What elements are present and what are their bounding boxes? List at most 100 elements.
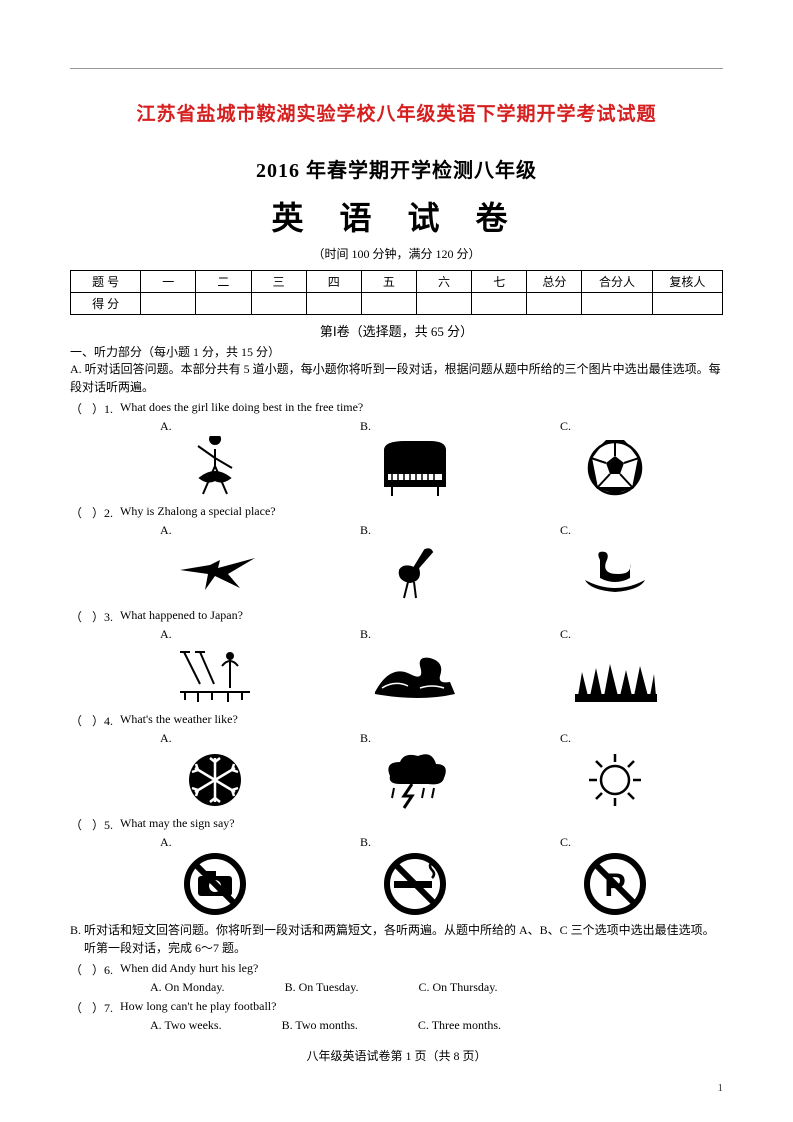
- th-1: 一: [141, 271, 196, 293]
- td-blank: [652, 293, 722, 315]
- th-total: 总分: [527, 271, 582, 293]
- wave-icon: [370, 644, 460, 708]
- top-rule: [70, 68, 723, 69]
- listening-heading: 一、听力部分（每小题 1 分，共 15 分）: [70, 344, 723, 361]
- td-blank: [582, 293, 652, 315]
- td-blank: [141, 293, 196, 315]
- q1-b-label: B.: [360, 419, 371, 434]
- crane-icon: [370, 540, 460, 604]
- q1-opts: A. B. C.: [70, 419, 723, 500]
- th-7: 七: [472, 271, 527, 293]
- q2-a-label: A.: [160, 523, 172, 538]
- q2-num: ）2.: [92, 504, 120, 521]
- crowd-icon: [570, 644, 660, 708]
- section1-header: 第Ⅰ卷（选择题，共 65 分）: [70, 321, 723, 340]
- rain-scene-icon: [170, 644, 260, 708]
- th-3: 三: [251, 271, 306, 293]
- main-title: 英 语 试 卷: [70, 193, 723, 239]
- sun-icon: [570, 748, 660, 812]
- q6-c: C. On Thursday.: [418, 980, 497, 995]
- q5-text: What may the sign say?: [120, 816, 235, 831]
- partB-intro: B. 听对话和短文回答问题。你将听到一段对话和两篇短文，各听两遍。从题中所给的 …: [70, 922, 723, 939]
- table-row: 得 分: [71, 293, 723, 315]
- q5-a-label: A.: [160, 835, 172, 850]
- q5-row: （ ）5. What may the sign say?: [70, 816, 723, 833]
- q3-num: ）3.: [92, 608, 120, 625]
- q1-c-label: C.: [560, 419, 571, 434]
- q3-c-label: C.: [560, 627, 571, 642]
- paren: （: [70, 999, 92, 1016]
- partB-sub: 听第一段对话，完成 6～7 题。: [70, 940, 723, 957]
- swan-nest-icon: [570, 540, 660, 604]
- q4-num: ）4.: [92, 712, 120, 729]
- td-blank: [251, 293, 306, 315]
- q6-text: When did Andy hurt his leg?: [120, 961, 258, 976]
- paren: （: [70, 400, 92, 417]
- th-4: 四: [306, 271, 361, 293]
- paren: （: [70, 816, 92, 833]
- q2-opts: A. B. C.: [70, 523, 723, 604]
- q3-row: （ ）3. What happened to Japan?: [70, 608, 723, 625]
- ballerina-icon: [170, 436, 260, 500]
- q5-num: ）5.: [92, 816, 120, 833]
- td-blank: [196, 293, 251, 315]
- paren: （: [70, 504, 92, 521]
- q3-b-label: B.: [360, 627, 371, 642]
- th-5: 五: [361, 271, 416, 293]
- q5-b-label: B.: [360, 835, 371, 850]
- q6-row: （ ）6. When did Andy hurt his leg?: [70, 961, 723, 978]
- score-table: 题 号 一 二 三 四 五 六 七 总分 合分人 复核人 得 分: [70, 270, 723, 315]
- bird-fly-icon: [170, 540, 260, 604]
- q1-a-label: A.: [160, 419, 172, 434]
- q7-b: B. Two months.: [282, 1018, 358, 1033]
- q4-b-label: B.: [360, 731, 371, 746]
- td-label: 得 分: [71, 293, 141, 315]
- q4-a-label: A.: [160, 731, 172, 746]
- q3-a-label: A.: [160, 627, 172, 642]
- q5-c-label: C.: [560, 835, 571, 850]
- partA-intro: A. 听对话回答问题。本部分共有 5 道小题，每小题你将听到一段对话，根据问题从…: [70, 361, 723, 396]
- q3-text: What happened to Japan?: [120, 608, 243, 623]
- no-smoking-icon: [370, 852, 460, 916]
- q4-text: What's the weather like?: [120, 712, 238, 727]
- td-blank: [527, 293, 582, 315]
- q4-c-label: C.: [560, 731, 571, 746]
- q4-opts: A. B. C.: [70, 731, 723, 812]
- q2-c-label: C.: [560, 523, 571, 538]
- footer: 八年级英语试卷第 1 页（共 8 页）: [70, 1047, 723, 1064]
- table-row: 题 号 一 二 三 四 五 六 七 总分 合分人 复核人: [71, 271, 723, 293]
- q6-a: A. On Monday.: [150, 980, 225, 995]
- no-parking-icon: P: [570, 852, 660, 916]
- q1-num: ）1.: [92, 400, 120, 417]
- storm-icon: [370, 748, 460, 812]
- q2-row: （ ）2. Why is Zhalong a special place?: [70, 504, 723, 521]
- q2-b-label: B.: [360, 523, 371, 538]
- piano-icon: [370, 436, 460, 500]
- q1-row: （ ）1. What does the girl like doing best…: [70, 400, 723, 417]
- snowflake-icon: [170, 748, 260, 812]
- q6-opts: A. On Monday. B. On Tuesday. C. On Thurs…: [70, 980, 723, 995]
- no-camera-icon: [170, 852, 260, 916]
- th-6: 六: [416, 271, 471, 293]
- page-number: 1: [718, 1082, 724, 1094]
- th-checker: 复核人: [652, 271, 722, 293]
- q3-opts: A. B. C.: [70, 627, 723, 708]
- th-2: 二: [196, 271, 251, 293]
- q7-text: How long can't he play football?: [120, 999, 276, 1014]
- td-blank: [416, 293, 471, 315]
- td-blank: [472, 293, 527, 315]
- th-label: 题 号: [71, 271, 141, 293]
- q5-opts: A. B. C. P: [70, 835, 723, 916]
- paren: （: [70, 712, 92, 729]
- q4-row: （ ）4. What's the weather like?: [70, 712, 723, 729]
- q6-b: B. On Tuesday.: [285, 980, 359, 995]
- red-title: 江苏省盐城市鞍湖实验学校八年级英语下学期开学考试试题: [70, 99, 723, 126]
- soccer-icon: [570, 436, 660, 500]
- time-info: （时间 100 分钟，满分 120 分）: [70, 245, 723, 262]
- q6-num: ）6.: [92, 961, 120, 978]
- paren: （: [70, 608, 92, 625]
- q2-text: Why is Zhalong a special place?: [120, 504, 276, 519]
- q7-row: （ ）7. How long can't he play football?: [70, 999, 723, 1016]
- paren: （: [70, 961, 92, 978]
- q7-a: A. Two weeks.: [150, 1018, 222, 1033]
